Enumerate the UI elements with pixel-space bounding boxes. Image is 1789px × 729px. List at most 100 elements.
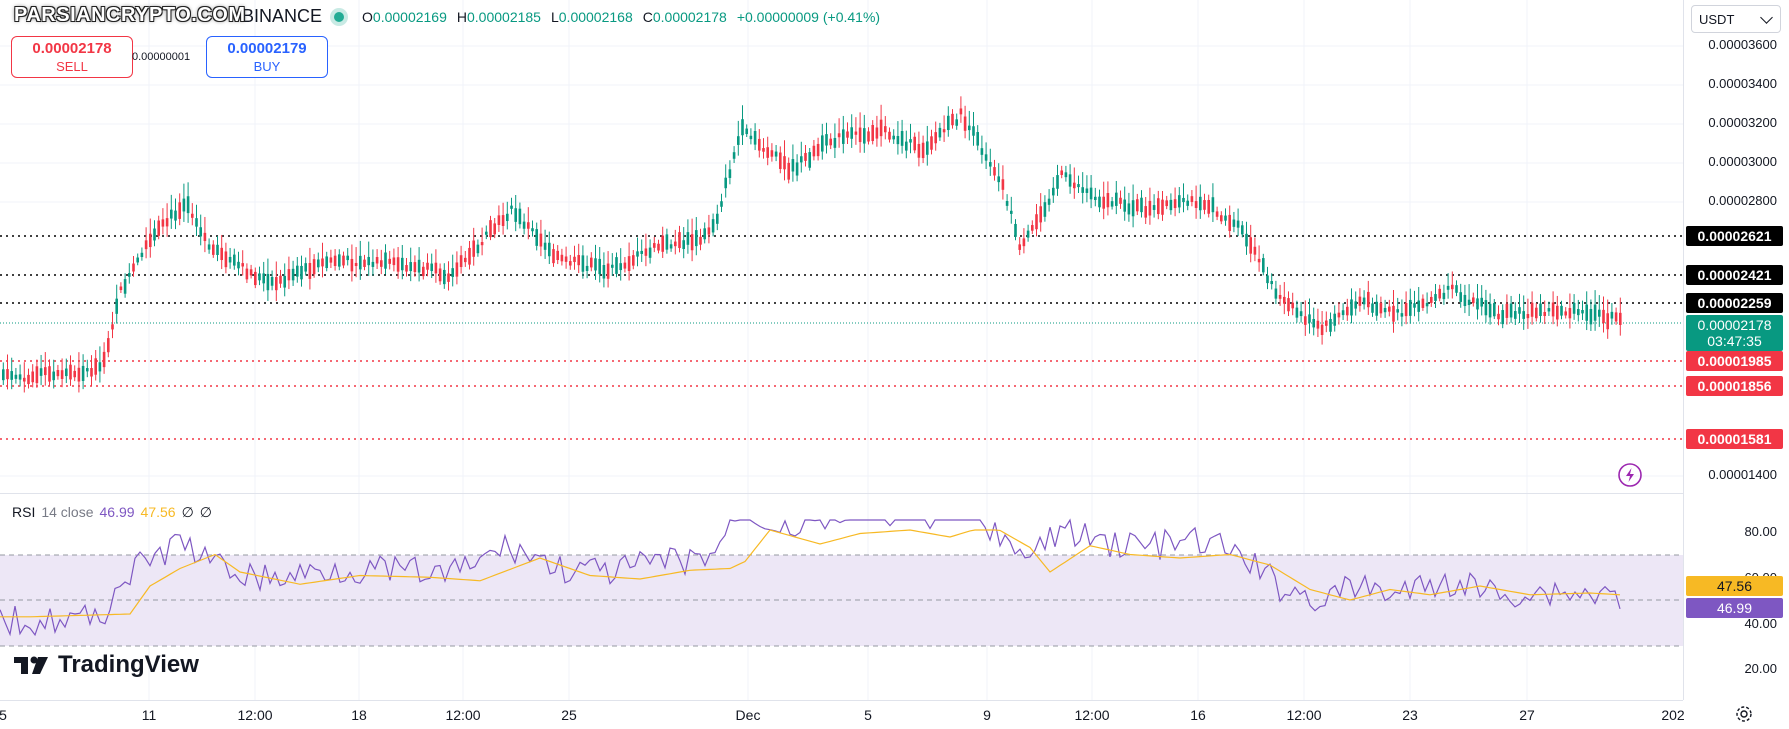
candle-body [783,156,786,170]
candle-body [1379,302,1383,314]
candle-body [1220,215,1223,222]
time-label: Dec [735,707,761,723]
time-label: 12:00 [445,707,481,723]
candle-body [1606,313,1609,330]
candle-body [186,196,190,214]
candle-body [770,150,774,157]
candle-body [997,176,1000,183]
candle-body [417,259,421,273]
candle-body [1421,298,1425,308]
price-chart-pane[interactable] [0,0,1683,700]
candle-body [1295,307,1299,318]
candle-body [1354,301,1357,309]
candle-body [1341,310,1345,316]
candle-body [1589,308,1593,325]
candle-body [1098,196,1101,208]
candle-body [968,125,971,131]
candle-body [69,364,72,380]
candle-body [1308,314,1311,323]
candle-body [1362,297,1366,305]
watermark-text: PARSIANCRYPTO.COM [14,4,246,26]
candle-body [207,244,211,250]
candle-body [535,229,538,246]
candle-body [342,255,345,266]
rsi-ma-value: 47.56 [140,504,176,520]
exchange-name[interactable]: BINANCE [242,6,323,26]
time-axis[interactable] [0,700,1683,729]
candle-body [317,259,320,268]
candle-body [401,257,404,271]
currency-select[interactable]: USDT [1691,5,1781,33]
candle-body [1077,184,1080,188]
candle-body [430,263,433,272]
candle-body [875,127,879,139]
candle-body [1480,297,1483,307]
candle-body [888,131,891,140]
candle-body [1299,311,1303,317]
candle-body [1337,312,1341,318]
time-label: 11 [141,707,157,723]
settings-gear-icon[interactable] [1733,703,1755,725]
candle-body [661,235,664,252]
flash-icon[interactable] [1617,462,1643,488]
price-tick: 0.00003200 [1708,115,1777,130]
candle-body [52,371,55,381]
candle-body [102,351,106,368]
candle-body [249,269,253,276]
candle-body [1400,313,1404,317]
candle-body [304,263,307,272]
candle-body [972,126,975,136]
candle-body [354,262,358,267]
candle-body [115,298,118,314]
candle-body [123,279,127,294]
candle-body [800,156,803,163]
time-label: 5 [864,707,872,723]
price-tick: 0.00003000 [1708,154,1777,169]
candle-body [422,266,425,277]
candle-body [863,128,866,144]
candle-body [346,255,349,261]
candle-body [1140,197,1143,213]
pane-separator[interactable] [0,493,1683,494]
candle-body [1001,179,1005,190]
candle-body [1467,299,1471,306]
candle-body [1459,292,1462,302]
candle-body [1287,298,1290,312]
spread-value: 0.00000001 [132,51,191,63]
candle-body [216,244,219,255]
candle-body [392,257,396,266]
candle-body [829,138,832,146]
candle-body [590,257,593,268]
candle-body [1564,311,1567,316]
rsi-legend[interactable]: RSI 14 close 46.99 47.56 ∅ ∅ [12,504,212,521]
candle-body [472,240,475,257]
candle-body [1593,304,1597,321]
time-label: 16 [1190,707,1206,723]
change-value: +0.00000009 (+0.41%) [736,8,881,25]
sell-button[interactable]: 0.00002178 SELL [11,36,133,78]
candle-body [1031,225,1034,231]
candle-body [367,256,370,266]
candle-body [842,129,845,144]
candle-body [1157,198,1160,215]
candle-body [1005,201,1009,206]
chart-canvas[interactable] [0,0,1683,700]
candle-body [325,256,328,269]
rsi-params: 14 close [41,504,94,520]
candle-body [1161,199,1164,215]
candle-body [653,243,656,248]
candle-body [984,154,988,161]
candle-body [854,131,858,135]
buy-button[interactable]: 0.00002179 BUY [206,36,328,78]
tradingview-logo[interactable]: TradingView [14,651,199,679]
empty-value-1: ∅ [181,504,194,520]
candle-body [1169,199,1173,211]
candle-body [195,218,198,227]
candle-body [522,221,526,229]
price-tick: 0.00001400 [1708,467,1777,482]
candle-body [934,132,937,144]
candle-body [60,370,64,379]
candle-body [947,115,950,131]
candle-body [871,124,874,141]
candle-body [1505,303,1509,318]
